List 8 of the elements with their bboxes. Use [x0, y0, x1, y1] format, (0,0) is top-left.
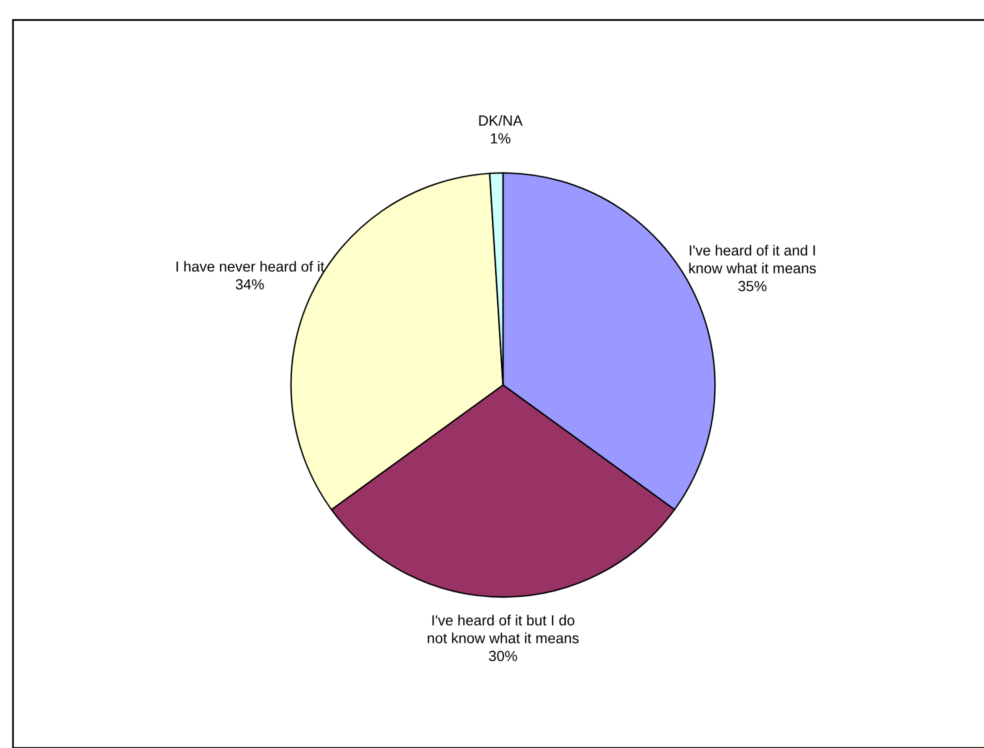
data-label: 35%: [738, 280, 766, 292]
data-label: 1%: [490, 133, 510, 144]
slice-label: I've heard of it but I do not know what it means: [428, 614, 579, 644]
slice-label: DK/NA: [479, 115, 523, 126]
slice-label: I've heard of it and I know what it means: [689, 244, 816, 274]
slice-label: I have never heard of it: [176, 260, 324, 272]
data-label: 34%: [236, 279, 264, 290]
data-label: 30%: [488, 650, 518, 662]
